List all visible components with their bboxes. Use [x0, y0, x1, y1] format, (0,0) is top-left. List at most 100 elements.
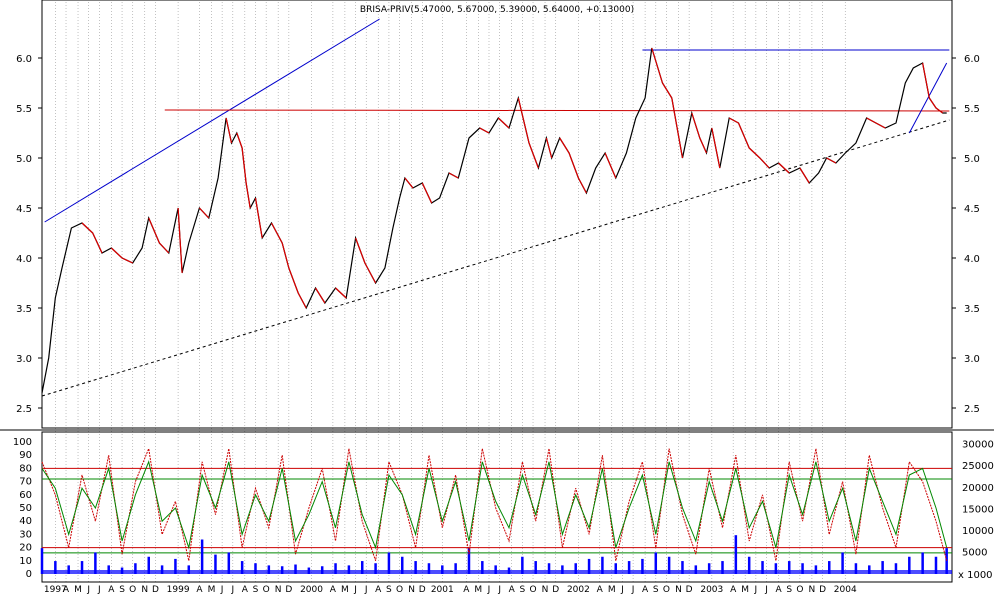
- osc-ytick-left: 80: [19, 463, 32, 474]
- x-axis-label: N: [809, 585, 816, 595]
- x-axis-label: 2000: [300, 585, 323, 595]
- x-axis-label: D: [819, 585, 826, 595]
- osc-ytick-left: 50: [19, 503, 32, 514]
- x-axis-label: 2004: [834, 585, 857, 595]
- osc-ytick-left: 30: [19, 529, 32, 540]
- x-axis-label: N: [141, 585, 148, 595]
- price-down-segment: [568, 152, 579, 179]
- x-axis-label: M: [474, 585, 482, 595]
- price-down-segment: [288, 267, 299, 294]
- price-frame: [41, 0, 953, 429]
- x-axis-label: J: [220, 585, 224, 595]
- volume-ytick-right: 15000: [962, 504, 994, 515]
- price-ytick-left: 3.0: [16, 354, 32, 365]
- oscillator-line-slow: [41, 460, 948, 550]
- x-axis-label: O: [796, 585, 803, 595]
- price-down-segment: [245, 182, 251, 209]
- x-axis-label: M: [208, 585, 216, 595]
- price-down-segment: [661, 82, 673, 99]
- price-down-segment: [479, 127, 490, 134]
- price-ytick-left: 5.0: [16, 154, 32, 165]
- x-axis-label: O: [529, 585, 536, 595]
- price-down-segment: [404, 177, 414, 189]
- price-down-segment: [604, 152, 617, 179]
- x-axis-label: 2001: [431, 585, 454, 595]
- x-axis-label: A: [242, 585, 249, 595]
- x-axis-label: A: [196, 585, 203, 595]
- price-down-segment: [517, 97, 530, 144]
- price-ytick-left: 4.5: [16, 204, 32, 215]
- price-down-segment: [121, 257, 133, 264]
- price-down-segment: [81, 222, 94, 234]
- volume-ytick-right: 20000: [962, 483, 994, 494]
- volume-ytick-right: 10000: [962, 526, 994, 537]
- oscillator-frame: [41, 431, 953, 583]
- price-down-segment: [92, 232, 103, 254]
- x-axis-label: A: [463, 585, 470, 595]
- x-axis-label: M: [74, 585, 82, 595]
- x-axis-label: J: [353, 585, 357, 595]
- trend-line: [44, 18, 380, 223]
- x-axis-label: J: [631, 585, 635, 595]
- price-down-segment: [875, 122, 886, 129]
- price-down-segment: [826, 157, 837, 164]
- price-ytick-right: 2.5: [964, 404, 980, 415]
- price-down-segment: [421, 182, 433, 204]
- x-axis-label: S: [653, 585, 659, 595]
- price-down-segment: [158, 242, 170, 254]
- x-axis-label: N: [542, 585, 549, 595]
- price-down-segment: [577, 177, 587, 194]
- volume-ytick-right: 30000: [962, 440, 994, 451]
- x-axis-label: D: [152, 585, 159, 595]
- x-axis-label: A: [730, 585, 737, 595]
- x-axis-label: O: [663, 585, 670, 595]
- x-axis-label: J: [487, 585, 491, 595]
- x-axis-label: O: [396, 585, 403, 595]
- price-down-segment: [497, 117, 510, 129]
- price-down-segment: [545, 137, 553, 159]
- x-axis-label: S: [119, 585, 125, 595]
- x-axis-label: N: [275, 585, 282, 595]
- x-axis-label: O: [129, 585, 136, 595]
- price-ytick-left: 5.5: [16, 104, 32, 115]
- chart-title: BRISA-PRIV(5.47000, 5.67000, 5.39000, 5.…: [360, 5, 634, 15]
- x-axis-label: J: [230, 585, 234, 595]
- x-axis-label: A: [108, 585, 115, 595]
- osc-ytick-left: 0: [26, 569, 32, 580]
- volume-unit-label: x 1000: [958, 570, 993, 581]
- x-axis-label: J: [497, 585, 501, 595]
- price-ytick-right: 3.0: [964, 354, 980, 365]
- price-down-segment: [559, 137, 570, 154]
- x-axis-label: 2003: [700, 585, 723, 595]
- osc-ytick-left: 70: [19, 477, 32, 488]
- price-down-segment: [748, 147, 761, 159]
- volume-ytick-right: 25000: [962, 461, 994, 472]
- price-down-segment: [225, 117, 233, 144]
- osc-ytick-left: 10: [19, 556, 32, 567]
- osc-ytick-left: 60: [19, 490, 32, 501]
- x-axis-label: A: [375, 585, 382, 595]
- x-axis-label: J: [97, 585, 101, 595]
- x-axis-label: A: [642, 585, 649, 595]
- x-axis-label: D: [285, 585, 292, 595]
- price-down-segment: [778, 162, 790, 174]
- price-down-segment: [799, 167, 810, 184]
- price-down-segment: [199, 207, 210, 219]
- price-down-segment: [711, 127, 721, 169]
- price-down-segment: [699, 137, 708, 154]
- price-down-segment: [364, 262, 377, 284]
- x-axis-label: M: [341, 585, 349, 595]
- x-axis-label: M: [608, 585, 616, 595]
- x-axis-label: A: [63, 585, 70, 595]
- price-panel: [41, 0, 953, 429]
- x-axis-label: A: [597, 585, 604, 595]
- price-down-segment: [928, 97, 937, 109]
- price-down-segment: [355, 237, 366, 264]
- price-down-segment: [297, 292, 307, 309]
- price-down-segment: [728, 117, 739, 124]
- x-axis-label: S: [253, 585, 259, 595]
- price-ytick-left: 2.5: [16, 404, 32, 415]
- x-axis-label: S: [519, 585, 525, 595]
- x-axis-label: A: [330, 585, 337, 595]
